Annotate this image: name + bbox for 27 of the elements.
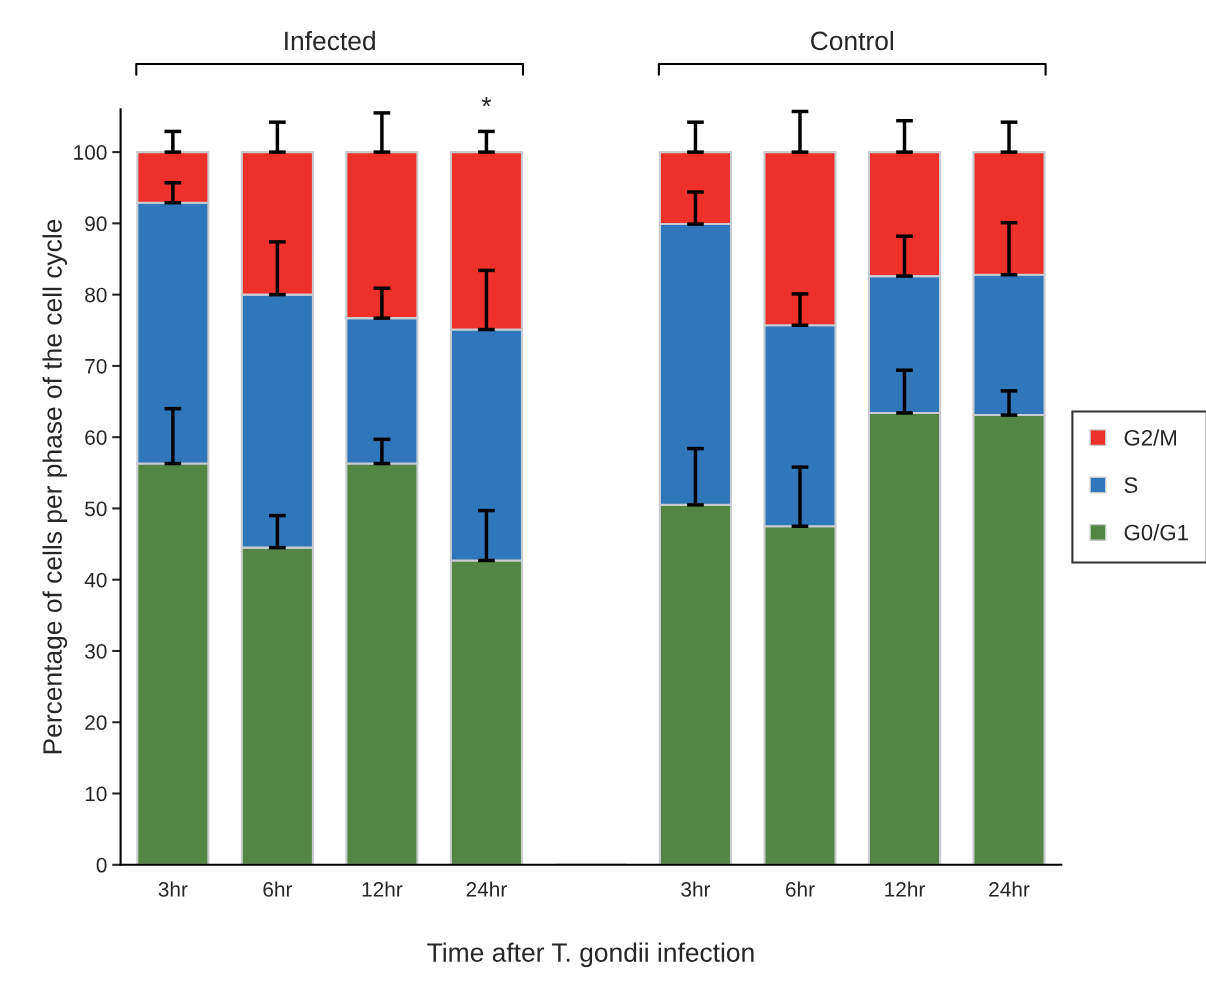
y-tick-label: 60 <box>85 430 107 445</box>
legend-label: G0/G1 <box>1124 524 1188 541</box>
y-tick-label: 30 <box>85 643 107 659</box>
y-axis-title: Percentage of cells per phase of the cell cycle <box>42 219 68 754</box>
y-tick-label: 70 <box>85 358 107 374</box>
y-tick-label: 80 <box>85 287 107 303</box>
y-tick-label: 50 <box>85 501 107 517</box>
x-tick-label: 6hr <box>263 881 293 897</box>
text: * <box>481 97 492 107</box>
y-tick-label: 0 <box>96 857 107 873</box>
y-tick-label: 90 <box>85 216 107 232</box>
x-tick-label: 12hr <box>362 881 403 897</box>
text: Infected <box>285 30 375 51</box>
x-tick-label: 3hr <box>158 881 188 897</box>
y-tick-label: 40 <box>84 572 107 588</box>
x-tick-label: 24hr <box>466 881 507 897</box>
x-tick-label: 3hr <box>681 881 711 897</box>
x-axis-title: Time after T. gondii infection <box>427 942 754 968</box>
y-tick-label: 100 <box>74 145 107 160</box>
y-tick-label: 10 <box>85 786 107 802</box>
legend-label: S <box>1124 477 1138 494</box>
y-tick-label: 20 <box>85 715 107 730</box>
x-tick-label: 6hr <box>785 881 815 897</box>
text: Control <box>811 30 894 51</box>
legend-label: G2/M <box>1124 429 1177 446</box>
x-tick-label: 12hr <box>885 881 926 897</box>
x-tick-label: 24hr <box>989 881 1030 897</box>
